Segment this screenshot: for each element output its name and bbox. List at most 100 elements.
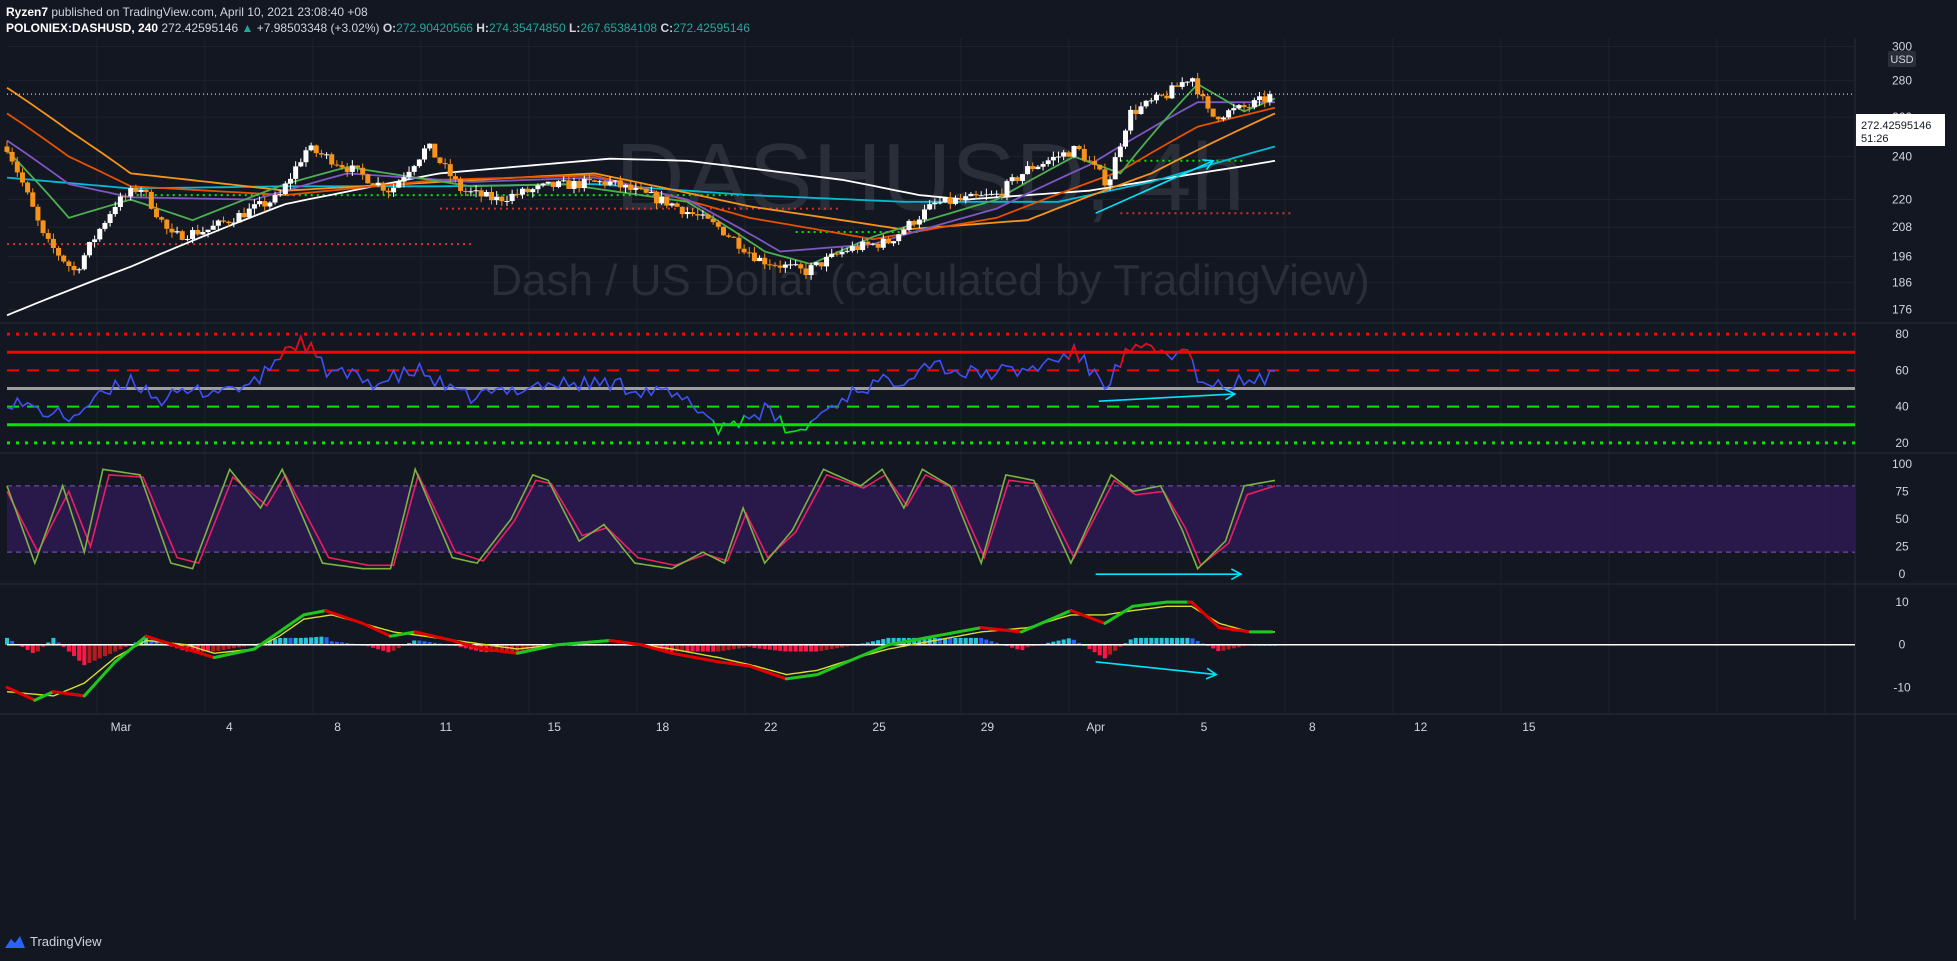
rsi-oversold-segment (712, 420, 720, 435)
price-trend-arrow-head (1202, 159, 1215, 170)
macd-histogram-bar (680, 644, 685, 652)
candle-body (942, 197, 948, 203)
candle-body (210, 225, 216, 230)
candle-body (169, 228, 175, 233)
macd-histogram-bar (968, 637, 973, 645)
macd-histogram-bar (979, 637, 984, 645)
candle-body (963, 196, 969, 200)
candle-body (514, 193, 520, 195)
stoch-k-line (6, 466, 1276, 571)
x-tick-label: 12 (1414, 720, 1428, 734)
candle-body (277, 194, 283, 196)
macd-histogram-bar (706, 644, 711, 652)
macd-histogram-bar (840, 644, 845, 648)
candle-body (566, 180, 572, 189)
macd-histogram-bar (803, 644, 808, 652)
candle-body (123, 196, 129, 198)
candle-body (757, 257, 763, 262)
candle-body (40, 220, 46, 234)
footer-brand[interactable]: TradingView (30, 934, 102, 949)
macd-histogram-bar (1231, 644, 1236, 649)
macd-histogram-bar (1097, 644, 1102, 656)
x-tick-label: 29 (981, 720, 995, 734)
high-value: 274.35474850 (488, 21, 566, 35)
candle-body (313, 145, 319, 154)
tradingview-logo-icon[interactable] (4, 935, 26, 949)
currency-badge[interactable]: USD (1888, 51, 1916, 67)
macd-histogram-bar (190, 644, 195, 652)
author-name[interactable]: Ryzen7 (6, 5, 49, 19)
x-tick-label: 5 (1201, 720, 1208, 734)
candle-body (97, 228, 103, 240)
candle-body (406, 171, 412, 178)
candle-body (586, 178, 592, 181)
macd-histogram-bar (809, 644, 814, 652)
macd-histogram-bar (417, 640, 422, 645)
candle-body (509, 193, 515, 201)
rsi-overbought-segment (1068, 344, 1075, 360)
macd-histogram-bar (396, 644, 401, 649)
macd-histogram-bar (422, 641, 427, 645)
candle-body (1195, 78, 1201, 95)
macd-histogram-bar (1133, 637, 1138, 645)
macd-histogram-bar (432, 642, 437, 645)
candle-body (767, 264, 773, 266)
candle-body (937, 202, 943, 204)
macd-histogram-bar (1169, 637, 1174, 645)
macd-histogram-bar (5, 637, 9, 645)
candle-body (1153, 94, 1159, 101)
candle-body (818, 262, 824, 267)
rsi-overbought-segment (1156, 349, 1162, 354)
stoch-tick-label: 0 (1899, 567, 1906, 581)
candle-body (61, 255, 67, 262)
x-tick-label: 8 (334, 720, 341, 734)
candle-body (241, 212, 247, 218)
candle-body (334, 164, 340, 166)
macd-histogram-bar (742, 644, 747, 648)
macd-histogram-bar (891, 637, 896, 645)
candle-body (746, 252, 752, 254)
candle-body (530, 189, 536, 193)
candle-body (107, 214, 113, 223)
candle-body (272, 194, 278, 203)
candle-body (71, 265, 77, 271)
candle-body (452, 176, 458, 180)
candle-body (164, 219, 170, 229)
candle-body (1004, 181, 1010, 196)
macd-histogram-bar (1046, 642, 1051, 645)
macd-histogram-bar (319, 636, 324, 645)
rsi-oversold-segment (738, 415, 745, 428)
candle-body (726, 235, 732, 237)
rsi-oversold-segment (728, 420, 735, 427)
candle-body (318, 153, 324, 155)
candle-body (798, 264, 804, 269)
candle-body (906, 220, 912, 230)
macd-histogram-bar (386, 644, 391, 653)
rsi-oversold-segment (733, 420, 740, 429)
macd-histogram-bar (365, 644, 370, 647)
candle-body (901, 229, 907, 235)
candle-body (896, 234, 902, 242)
macd-histogram-bar (963, 637, 968, 645)
macd-histogram-bar (1061, 639, 1066, 645)
stoch-divergence-arrow-head (1230, 568, 1243, 581)
macd-histogram-bar (494, 644, 499, 652)
macd-histogram-bar (97, 644, 102, 659)
macd-tick-label: -10 (1893, 680, 1911, 694)
macd-histogram-bar (298, 637, 303, 645)
candle-body (257, 201, 263, 205)
macd-histogram-bar (1066, 638, 1071, 645)
macd-histogram-bar (700, 644, 705, 652)
macd-histogram-bar (669, 644, 674, 652)
candle-body (592, 180, 598, 182)
macd-histogram-bar (324, 637, 329, 645)
macd-histogram-bar (798, 644, 803, 652)
candle-body (700, 214, 706, 216)
macd-histogram-bar (427, 642, 432, 645)
candle-body (1241, 105, 1247, 108)
candle-body (458, 179, 464, 191)
macd-histogram-bar (762, 644, 767, 650)
up-triangle-icon: ▲ (241, 21, 254, 35)
rsi-overbought-segment (1130, 343, 1137, 353)
